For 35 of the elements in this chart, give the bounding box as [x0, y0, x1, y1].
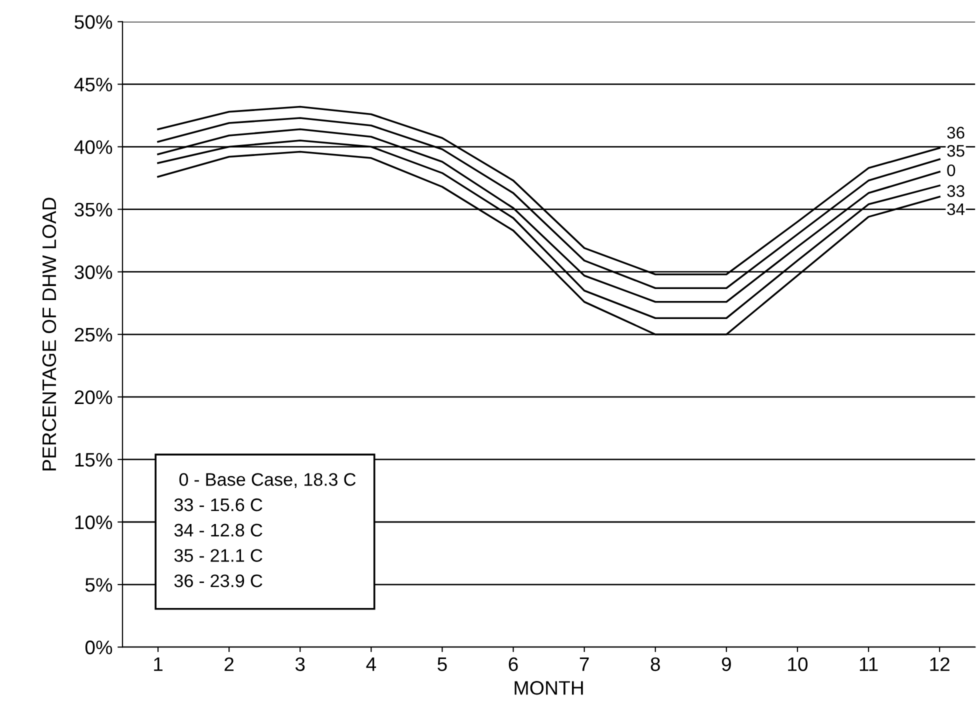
x-tick-label: 11: [860, 658, 878, 671]
annotation: 0 - Base Case, 18.3 C: [179, 473, 356, 488]
x-tick-label: 6: [508, 657, 518, 672]
x-tick-label: 3: [295, 657, 305, 672]
y-tick-label: 40%: [74, 140, 112, 154]
y-tick-label: 45%: [74, 78, 112, 92]
y-tick-label: 10%: [75, 515, 112, 530]
series-label: 0: [947, 164, 956, 176]
x-axis-title: MONTH: [514, 681, 583, 695]
y-tick-label: 30%: [74, 265, 112, 280]
y-axis-title: PERCENTAGE OF DHW LOAD: [42, 198, 56, 470]
x-tick-label: 4: [366, 658, 376, 671]
x-tick-label: 2: [224, 657, 234, 671]
x-tick-label: 12: [930, 657, 950, 671]
series-label: 34: [947, 203, 965, 216]
x-tick-label: 7: [580, 658, 589, 671]
x-tick-label: 5: [438, 658, 447, 672]
y-tick-label: 5%: [85, 578, 112, 592]
y-tick-label: 15%: [75, 453, 112, 467]
annotation: 35 - 21.1 C: [174, 549, 262, 562]
series-label: 33: [947, 185, 964, 197]
x-tick-label: 1: [154, 658, 162, 671]
annotation: 33 - 15.6 C: [174, 498, 262, 512]
annotation: 34 - 12.8 C: [174, 524, 262, 537]
y-tick-label: 0%: [85, 640, 112, 654]
annotation: 36 - 23.9 C: [174, 574, 262, 588]
y-tick-label: 25%: [74, 328, 112, 342]
y-tick-label: 20%: [74, 390, 112, 404]
x-tick-label: 9: [722, 657, 731, 672]
y-tick-label: 35%: [74, 202, 112, 217]
x-tick-label: 10: [788, 657, 808, 672]
series-label: 36: [947, 126, 964, 139]
series-label: 35: [947, 145, 964, 157]
y-tick-label: 50%: [74, 15, 112, 29]
x-tick-label: 8: [650, 657, 660, 672]
